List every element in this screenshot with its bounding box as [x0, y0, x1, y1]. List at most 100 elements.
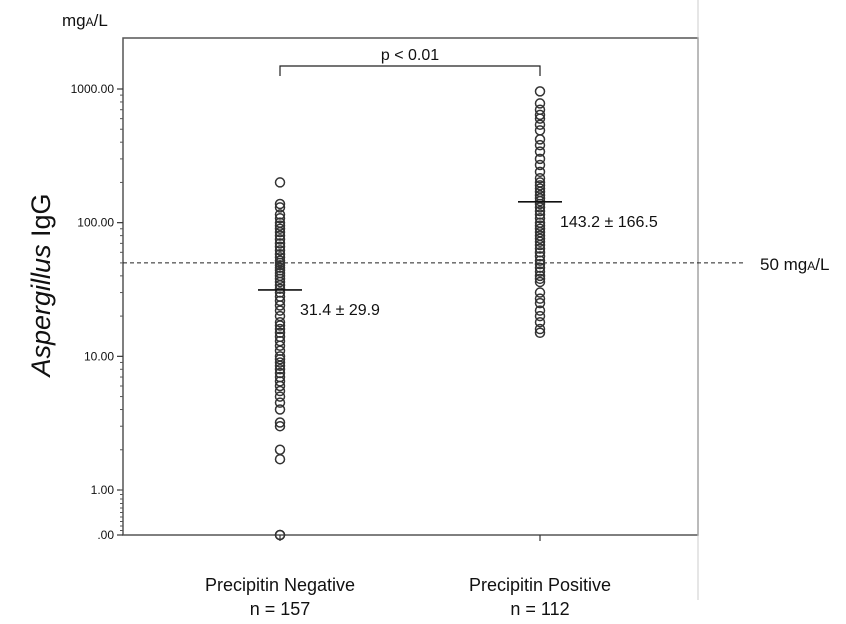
data-point — [274, 397, 286, 408]
data-point — [274, 252, 286, 263]
mean-label: 31.4 ± 29.9 — [300, 302, 380, 319]
data-point — [534, 139, 546, 151]
data-point — [534, 310, 546, 322]
data-point — [534, 172, 546, 184]
data-point — [274, 283, 286, 295]
data-point — [534, 316, 546, 328]
data-point — [274, 273, 286, 285]
data-point — [274, 202, 286, 213]
significance-label: p < 0.01 — [381, 47, 439, 64]
data-point — [274, 230, 286, 241]
data-point — [274, 316, 286, 328]
y-axis: .00 1.00 10.00 100.00 1000.00 — [71, 82, 123, 542]
data-point — [534, 205, 546, 217]
data-point — [274, 209, 286, 220]
data-point — [534, 223, 546, 235]
data-point — [274, 444, 286, 456]
y-tick-label: .00 — [97, 528, 114, 542]
data-point — [534, 243, 546, 254]
y-tick-label: 100.00 — [77, 216, 114, 230]
category-n-negative: n = 157 — [250, 599, 311, 619]
data-point — [534, 159, 546, 171]
data-point — [534, 266, 546, 277]
data-point — [274, 417, 286, 428]
data-point — [534, 119, 546, 131]
data-point — [274, 276, 286, 288]
y-tick-label: 1000.00 — [71, 82, 115, 96]
data-point — [274, 223, 286, 235]
data-point — [274, 404, 286, 415]
data-point — [274, 245, 286, 256]
data-point — [274, 220, 286, 231]
data-point — [534, 297, 546, 309]
data-point — [274, 241, 286, 253]
data-point — [274, 177, 286, 188]
data-point — [534, 198, 546, 210]
data-point — [274, 420, 286, 432]
data-point — [274, 212, 286, 224]
data-point — [534, 183, 546, 194]
data-point — [534, 209, 546, 220]
y-unit-label: mgA/L — [62, 11, 108, 30]
plot-frame — [122, 37, 699, 536]
data-point — [274, 320, 286, 331]
data-point — [274, 323, 286, 335]
data-point — [534, 153, 546, 165]
category-label-positive: Precipitin Positive — [469, 575, 611, 595]
x-axis — [279, 535, 541, 541]
data-point — [274, 300, 286, 311]
reference-line-label: 50 mgA/L — [760, 255, 829, 274]
data-point — [534, 109, 546, 121]
mean-label: 143.2 ± 166.5 — [560, 214, 658, 231]
data-point — [534, 255, 546, 266]
data-point — [274, 453, 286, 465]
data-point — [274, 357, 286, 368]
data-point — [534, 262, 546, 273]
data-point — [274, 354, 286, 365]
data-point — [534, 270, 546, 282]
data-point — [274, 380, 286, 392]
y-axis-title: Aspergillus IgG — [26, 193, 56, 378]
y-tick-label: 10.00 — [84, 349, 114, 363]
data-point — [534, 323, 546, 335]
significance-bracket — [279, 65, 541, 76]
data-point — [274, 234, 286, 245]
data-point — [534, 220, 546, 231]
data-point — [274, 226, 286, 238]
mean-markers: 31.4 ± 29.9 143.2 ± 166.5 — [258, 201, 658, 319]
data-point — [274, 305, 286, 316]
data-point — [534, 236, 546, 247]
data-point — [534, 305, 546, 316]
category-label-negative: Precipitin Negative — [205, 575, 355, 595]
data-point — [534, 233, 546, 244]
data-point — [274, 385, 286, 397]
data-point — [534, 202, 546, 213]
y-tick-label: 1.00 — [91, 483, 115, 497]
data-point — [534, 113, 546, 124]
data-point — [534, 287, 546, 298]
data-point — [534, 212, 546, 224]
data-points — [274, 86, 546, 541]
data-point — [534, 239, 546, 251]
data-point — [274, 360, 286, 372]
data-point — [534, 251, 546, 262]
data-point — [534, 258, 546, 270]
data-point — [534, 125, 546, 136]
data-point — [534, 327, 546, 339]
data-point — [274, 198, 286, 210]
data-point — [274, 238, 286, 249]
data-point — [534, 166, 546, 178]
data-point — [534, 276, 546, 288]
data-point — [274, 364, 286, 375]
data-point — [534, 146, 546, 157]
data-point — [534, 180, 546, 191]
data-point — [534, 134, 546, 145]
data-point — [274, 340, 286, 351]
data-point — [274, 391, 286, 402]
data-point — [534, 98, 546, 109]
data-point — [534, 86, 546, 97]
data-point — [274, 529, 286, 541]
data-point — [534, 293, 546, 304]
category-n-positive: n = 112 — [510, 599, 569, 619]
